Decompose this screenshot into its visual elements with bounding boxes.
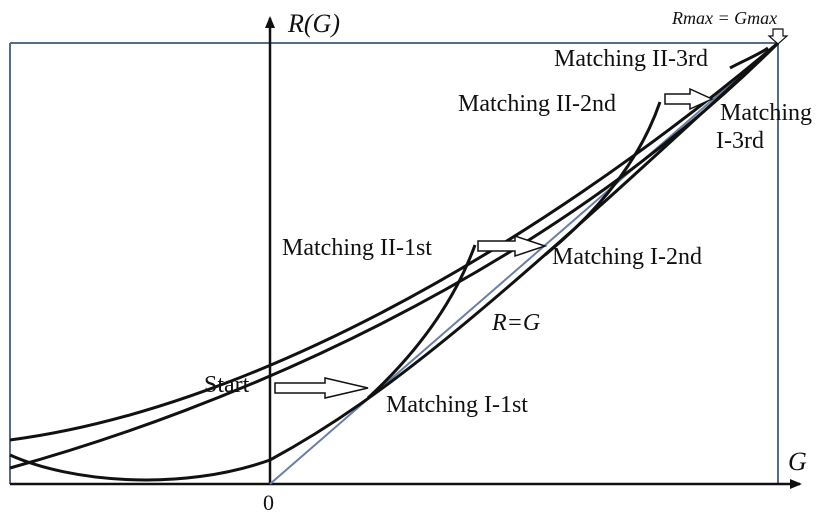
curve-matching-ii-2nd [544,101,662,257]
label-matching-i-2nd: Matching I-2nd [552,244,702,270]
label-matching-i-3rd-line1: Matching [720,100,812,126]
arrow-ii-1st-to-i-2nd [477,234,548,258]
arrow-ii-2nd-to-i-3rd [664,87,714,111]
label-matching-ii-2nd: Matching II-2nd [458,91,616,117]
curve-matching-ii-1st [366,244,477,400]
label-matching-i-1st: Matching I-1st [386,392,528,418]
identity-line-label: R=G [491,310,540,336]
label-matching-ii-3rd: Matching II-3rd [554,46,708,72]
curve-matching-ii-3rd [729,46,769,70]
curve-matching-i-1st [9,41,780,470]
arrow-down-rmax [767,28,789,45]
rmax-gmax-label: Rmax = Gmax [671,8,777,28]
arrow-start-to-i-1st [274,377,369,399]
origin-label: 0 [263,490,274,514]
y-axis-label: R(G) [287,9,340,38]
x-axis-label: G [788,447,807,476]
label-matching-i-3rd-line2: I-3rd [716,128,764,154]
identity-line [269,42,779,485]
label-start: Start [204,372,250,398]
label-matching-ii-1st: Matching II-1st [282,235,432,261]
start-curve [9,41,779,442]
